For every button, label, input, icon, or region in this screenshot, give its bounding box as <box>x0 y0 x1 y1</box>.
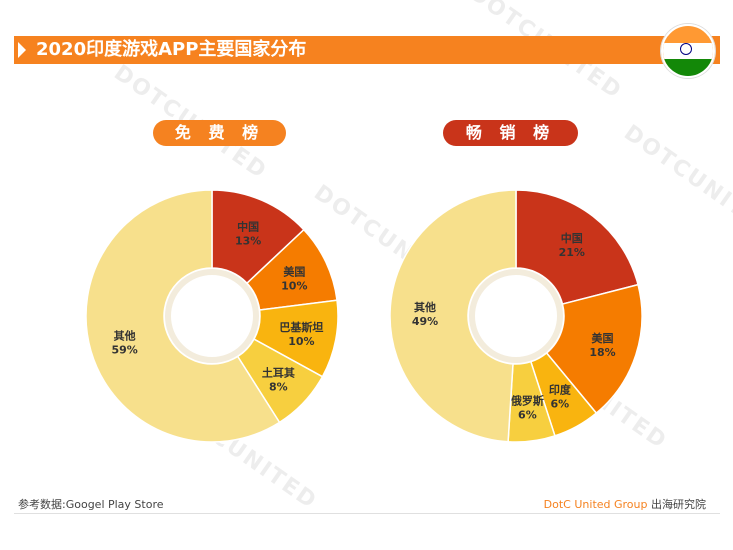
slice-category-label: 俄罗斯 <box>510 393 544 407</box>
slice-value-label: 10% <box>281 279 307 292</box>
slice-value-label: 18% <box>589 346 615 359</box>
slice-category-label: 中国 <box>237 219 259 233</box>
title-bar <box>14 36 720 64</box>
india-flag-icon <box>661 24 715 78</box>
slice-value-label: 21% <box>559 246 585 259</box>
source-note: 参考数据:Googel Play Store <box>18 498 164 511</box>
title-arrow-icon <box>18 42 26 58</box>
donut-slice <box>211 189 305 285</box>
slice-category-label: 中国 <box>561 231 583 245</box>
brand-name: DotC United Group <box>543 498 648 511</box>
slice-category-label: 美国 <box>283 264 305 278</box>
slice-value-label: 10% <box>288 335 314 348</box>
slice-category-label: 其他 <box>114 328 136 342</box>
slice-category-label: 土耳其 <box>262 365 295 379</box>
chart-title-grossing: 畅 销 榜 <box>443 120 578 146</box>
donut-hole <box>469 269 563 363</box>
donut-slice <box>85 189 281 443</box>
donut-slice <box>515 189 639 305</box>
slice-value-label: 49% <box>412 315 438 328</box>
slice-value-label: 8% <box>269 380 288 393</box>
slice-value-label: 6% <box>518 408 537 421</box>
slice-value-label: 6% <box>550 398 569 411</box>
slice-category-label: 巴基斯坦 <box>279 320 323 334</box>
slice-value-label: 59% <box>111 343 137 356</box>
page-title: 2020印度游戏APP主要国家分布 <box>36 39 307 60</box>
chart-title-free: 免 费 榜 <box>153 120 286 146</box>
institute-name: 出海研究院 <box>651 498 706 511</box>
footer-brand: DotC United Group 出海研究院 <box>544 496 706 512</box>
slice-category-label: 其他 <box>414 300 436 314</box>
footer-divider <box>14 513 720 514</box>
slice-value-label: 13% <box>235 234 261 247</box>
donut-hole <box>165 269 259 363</box>
slice-category-label: 印度 <box>549 383 572 397</box>
slice-category-label: 美国 <box>592 331 614 345</box>
donut-slice <box>389 189 517 443</box>
